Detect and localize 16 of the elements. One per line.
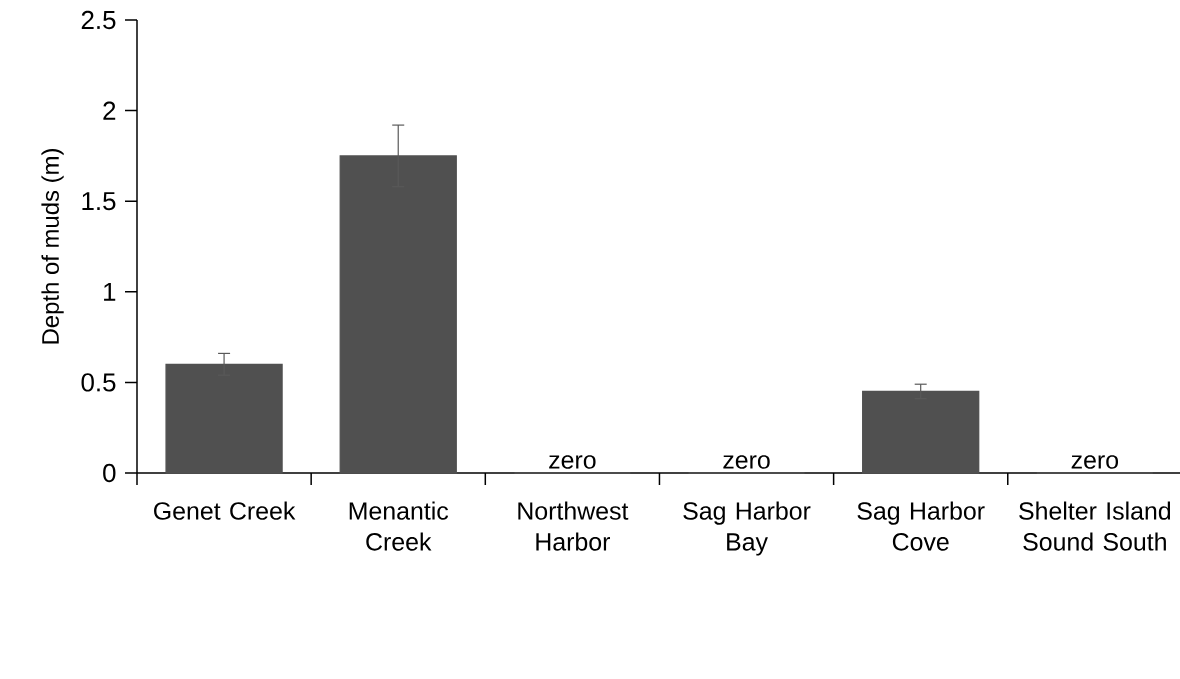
data-label: zero [723, 455, 770, 469]
x-tick-label: Shelter Island Sound South [1019, 501, 1171, 551]
x-tick-label: Menantic Creek [349, 501, 449, 551]
y-tick-label: 1.5 [82, 192, 116, 211]
y-tick-label: 0 [103, 463, 116, 483]
data-label: zero [549, 455, 596, 469]
x-tick-label: Sag Harbor Cove [857, 501, 985, 551]
y-tick-label: 1 [104, 282, 116, 301]
y-tick-label: 0.5 [81, 373, 116, 392]
y-tick-label: 2.5 [81, 10, 116, 30]
y-tick-label: 2 [103, 101, 116, 120]
x-tick-label: Sag Harbor Bay [683, 501, 811, 556]
data-label: zero [1071, 455, 1119, 469]
x-tick-label: Northwest Harbor [518, 501, 629, 551]
y-axis-title: Depth of muds (m) [41, 149, 64, 344]
x-tick-label: Genet Creek [154, 501, 296, 520]
